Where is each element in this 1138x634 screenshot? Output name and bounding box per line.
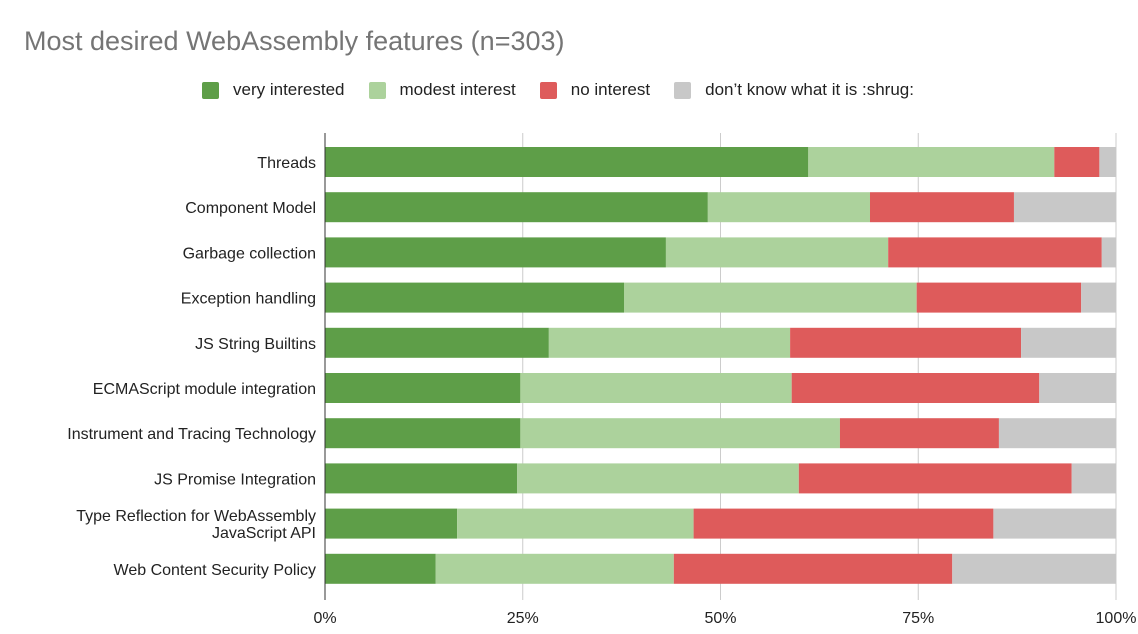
legend-label: no interest: [570, 80, 651, 99]
bar-segment: [325, 327, 549, 358]
category-label: Threads: [257, 155, 316, 172]
x-tick-label: 100%: [1096, 610, 1137, 627]
legend-swatch: [368, 81, 386, 99]
x-tick-label: 50%: [704, 610, 736, 627]
x-tick-label: 75%: [902, 610, 934, 627]
category-label: JavaScript API: [212, 525, 316, 542]
bar-segment: [520, 418, 840, 449]
bar-segment: [693, 508, 994, 539]
legend-label: modest interest: [399, 80, 516, 99]
category-label: Instrument and Tracing Technology: [67, 426, 316, 443]
bar-segment: [325, 373, 521, 403]
legend-label: very interested: [233, 80, 345, 99]
x-tick-label: 0%: [313, 610, 336, 627]
category-label: Web Content Security Policy: [114, 562, 316, 579]
bar-segment: [791, 373, 1040, 403]
category-label: JS String Builtins: [195, 336, 316, 353]
legend-swatch: [539, 81, 557, 99]
bar-segment: [1054, 147, 1100, 177]
bar-segment: [1081, 282, 1116, 313]
bar-segment: [325, 508, 458, 539]
bar-segment: [325, 282, 624, 313]
bar-segment: [325, 418, 521, 449]
category-label: Garbage collection: [183, 245, 316, 262]
bar-segment: [623, 282, 917, 313]
legend-item: don’t know what it is :shrug:: [674, 80, 914, 100]
bar-segment: [548, 327, 791, 358]
bar-segment: [665, 237, 889, 268]
bar-segment: [520, 373, 792, 403]
bar-segment: [998, 418, 1116, 449]
bar-segment: [435, 553, 674, 584]
bar-segment: [869, 192, 1014, 223]
bar-segment: [916, 282, 1082, 313]
category-label: Type Reflection for WebAssembly: [76, 508, 316, 525]
bar-segment: [707, 192, 870, 223]
bar-segment: [325, 553, 436, 584]
legend-item: very interested: [202, 80, 345, 100]
bar-segment: [790, 327, 1022, 358]
bar-segment: [798, 463, 1072, 494]
bar-segment: [808, 147, 1055, 177]
category-label: ECMAScript module integration: [93, 381, 316, 398]
category-label: Component Model: [185, 200, 316, 217]
legend: very interested modest interest no interes…: [202, 80, 938, 100]
bar-segment: [1099, 147, 1116, 177]
category-label: JS Promise Integration: [154, 471, 316, 488]
category-label: Exception handling: [181, 291, 316, 308]
legend-swatch: [674, 81, 692, 99]
bar-segment: [1101, 237, 1116, 268]
bar-segment: [325, 237, 666, 268]
bar-segment: [1021, 327, 1116, 358]
bar-segment: [993, 508, 1116, 539]
bar-segment: [325, 192, 708, 223]
bar-segment: [1013, 192, 1116, 223]
legend-swatch: [202, 81, 219, 99]
legend-item: modest interest: [368, 80, 516, 100]
bar-segment: [325, 147, 809, 177]
x-tick-label: 25%: [507, 610, 539, 627]
bar-segment: [673, 553, 953, 584]
bar-segment: [457, 508, 694, 539]
chart-title: Most desired WebAssembly features (n=303…: [24, 26, 565, 56]
bar-segment: [952, 553, 1116, 584]
bar-segment: [839, 418, 999, 449]
bar-segment: [1071, 463, 1116, 494]
bar-segment: [1039, 373, 1116, 403]
bar-segment: [325, 463, 518, 494]
bar-segment: [517, 463, 799, 494]
legend-item: no interest: [539, 80, 651, 100]
bar-segment: [888, 237, 1102, 268]
legend-label: don’t know what it is :shrug:: [705, 80, 914, 99]
